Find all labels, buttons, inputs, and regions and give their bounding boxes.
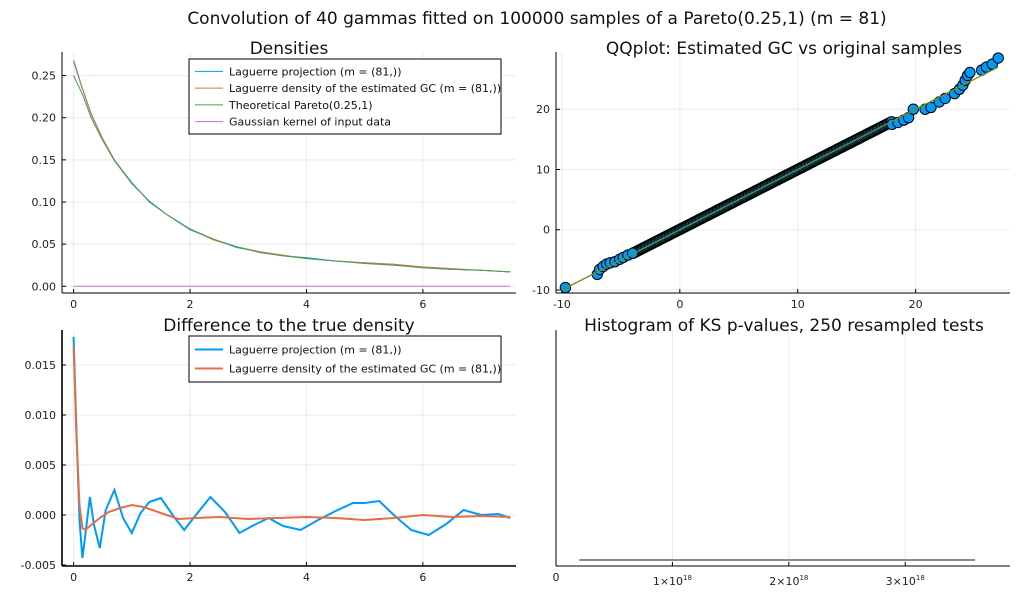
legend-label: Laguerre projection (m = (81,))	[229, 344, 401, 357]
x-tick-label: 1×1018	[653, 574, 692, 588]
y-tick-label: 0.25	[32, 70, 57, 83]
x-tick-label: 0	[676, 298, 683, 311]
difference-title: Difference to the true density	[163, 316, 414, 336]
y-tick-label: 0.10	[32, 196, 57, 209]
series-line	[72, 346, 511, 532]
y-tick-label: 0	[543, 224, 550, 237]
x-tick-label: 0	[70, 298, 77, 311]
x-tick-label: 20	[909, 298, 923, 311]
qq-point	[992, 52, 1004, 64]
densities-title: Densities	[250, 39, 329, 59]
y-tick-label: 0.15	[32, 154, 57, 167]
y-tick-label: 0.05	[32, 238, 57, 251]
x-tick-exponent: 18	[916, 574, 925, 582]
y-tick-label: 0.005	[25, 459, 57, 472]
x-tick-label: 2×1018	[769, 574, 808, 588]
x-tick-exponent: 18	[799, 574, 808, 582]
histogram-panel: Histogram of KS p-values, 250 resampled …	[553, 316, 1010, 588]
series-line	[72, 336, 511, 559]
legend-label: Laguerre density of the estimated GC (m …	[229, 82, 501, 95]
histogram-title: Histogram of KS p-values, 250 resampled …	[584, 316, 984, 336]
x-tick-label: 6	[419, 298, 426, 311]
y-tick-label: 0.000	[25, 509, 57, 522]
qq-reference-line	[561, 66, 999, 291]
legend-label: Laguerre projection (m = (81,))	[229, 65, 401, 78]
y-tick-label: 0.015	[25, 359, 57, 372]
y-tick-label: 0.00	[32, 280, 57, 293]
densities-panel: Densities 0 2 4 6 0.00 0.05 0.10 0.15 0.20 0.25 Lag…	[32, 39, 516, 311]
qqplot-panel: QQplot: Estimated GC vs original samples…	[532, 39, 1010, 311]
legend-label: Laguerre density of the estimated GC (m …	[229, 363, 501, 376]
difference-panel: Difference to the true density 0 2 4 6 -0.005…	[21, 316, 516, 584]
x-tick-exponent: 18	[683, 574, 692, 582]
x-tick-label: 4	[303, 571, 310, 584]
x-tick-label: 10	[791, 298, 805, 311]
legend-box	[188, 335, 502, 383]
legend-label: Gaussian kernel of input data	[229, 116, 391, 129]
y-tick-label: 0.010	[25, 409, 57, 422]
main-title: Convolution of 40 gammas fitted on 10000…	[187, 9, 886, 29]
qqplot-title: QQplot: Estimated GC vs original samples	[606, 39, 962, 59]
y-tick-label: 20	[536, 103, 550, 116]
x-tick-label: 2	[187, 298, 194, 311]
legend-label: Theoretical Pareto(0.25,1)	[228, 99, 373, 112]
y-tick-label: -0.005	[21, 559, 56, 572]
x-tick-label: 2	[187, 571, 194, 584]
series-line	[73, 75, 511, 273]
x-tick-label: 0	[70, 571, 77, 584]
x-tick-label: 6	[419, 571, 426, 584]
x-tick-label: 0	[553, 571, 560, 584]
y-tick-label: 10	[536, 163, 550, 176]
legend-box	[188, 58, 502, 135]
qq-point	[925, 101, 937, 114]
y-tick-label: -10	[532, 284, 550, 297]
x-tick-label: 3×1018	[886, 574, 925, 588]
x-tick-label: -10	[553, 298, 571, 311]
x-tick-label: 4	[303, 298, 310, 311]
qq-point	[964, 66, 976, 79]
y-tick-label: 0.20	[32, 112, 57, 125]
